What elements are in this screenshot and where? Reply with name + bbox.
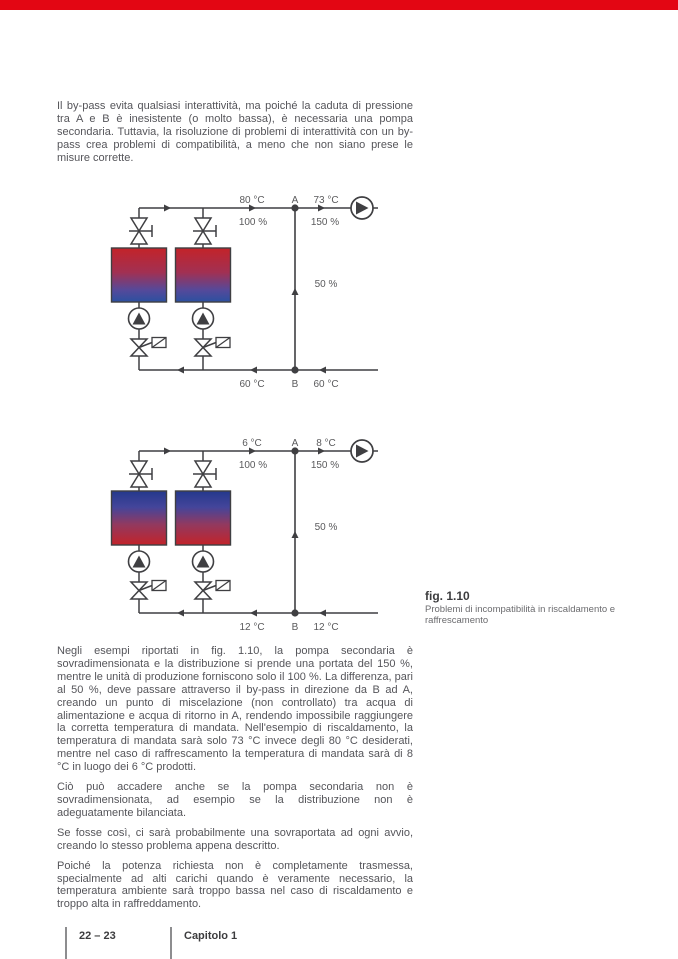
body-paragraph: Poiché la potenza richiesta non è comple… (57, 859, 413, 911)
node-bottom-label: B (292, 379, 299, 390)
footer-divider (170, 927, 172, 959)
body-paragraph: Negli esempi riportati in fig. 1.10, la … (57, 645, 413, 774)
mixed-temp-label: 73 °C (313, 195, 338, 206)
flow-arrow-left-icon (177, 609, 184, 617)
return-temp-right-label: 60 °C (313, 379, 338, 390)
return-temp-right-label: 12 °C (313, 622, 338, 633)
bypass-flow-label: 50 % (315, 279, 338, 290)
body-paragraph: Il by-pass evita qualsiasi interattività… (57, 100, 413, 164)
flow-produced-label: 100 % (239, 460, 267, 471)
footer-page-numbers: 22 – 23 (79, 930, 116, 942)
supply-temp-label: 6 °C (242, 438, 262, 449)
flow-arrow-left-icon (177, 366, 184, 374)
return-temp-left-label: 60 °C (239, 379, 264, 390)
bypass-arrow-up-icon (291, 531, 299, 538)
flow-arrow-right-icon (249, 204, 256, 212)
main-paragraph-block: Negli esempi riportati in fig. 1.10, la … (57, 645, 413, 918)
node-b (291, 609, 299, 617)
footer-divider (65, 927, 67, 959)
bypass-flow-label: 50 % (315, 522, 338, 533)
flow-distributed-label: 150 % (311, 217, 339, 228)
production-branch-1 (110, 450, 168, 614)
node-a (291, 204, 299, 212)
figure-caption-text: Problemi di incompatibilità in riscaldam… (425, 604, 616, 626)
flow-arrow-right-icon (318, 447, 325, 455)
figure-caption-title: fig. 1.10 (425, 589, 470, 603)
flow-arrows (164, 204, 326, 374)
body-paragraph: Se fosse così, ci sarà probabilmente una… (57, 826, 413, 852)
body-paragraph: Ciò può accadere anche se la pompa secon… (57, 781, 413, 819)
flow-arrow-right-icon (164, 447, 171, 455)
bypass-arrow-up-icon (291, 288, 299, 295)
figure-caption: fig. 1.10 Problemi di incompatibilità in… (425, 589, 633, 627)
flow-arrow-left-icon (250, 609, 257, 617)
mixed-temp-label: 8 °C (316, 438, 336, 449)
node-top-label: A (292, 438, 299, 449)
flow-arrow-left-icon (319, 609, 326, 617)
node-bottom-label: B (292, 622, 299, 633)
production-branch-2 (174, 450, 232, 614)
flow-arrow-right-icon (249, 447, 256, 455)
secondary-pump-icon (350, 196, 374, 220)
footer-chapter-label: Capitolo 1 (184, 930, 238, 942)
top-accent-bar (0, 0, 678, 10)
cooling-circuit-diagram: 6 °C A 8 °C 100 % 150 % 50 % 12 °C B 12 … (110, 438, 378, 633)
production-branch-1 (110, 207, 168, 371)
supply-temp-label: 80 °C (239, 195, 264, 206)
flow-arrow-right-icon (318, 204, 325, 212)
node-b (291, 366, 299, 374)
production-branch-2 (174, 207, 232, 371)
flow-arrow-left-icon (250, 366, 257, 374)
intro-paragraph-block: Il by-pass evita qualsiasi interattività… (57, 100, 413, 172)
flow-distributed-label: 150 % (311, 460, 339, 471)
flow-produced-label: 100 % (239, 217, 267, 228)
return-temp-left-label: 12 °C (239, 622, 264, 633)
secondary-pump-icon (350, 439, 374, 463)
flow-arrow-right-icon (164, 204, 171, 212)
heating-circuit-diagram: 80 °C A 73 °C 100 % 150 % 50 % 60 °C B 6… (110, 195, 378, 390)
flow-arrow-left-icon (319, 366, 326, 374)
node-a (291, 447, 299, 455)
flow-arrows (164, 447, 326, 617)
node-top-label: A (292, 195, 299, 206)
